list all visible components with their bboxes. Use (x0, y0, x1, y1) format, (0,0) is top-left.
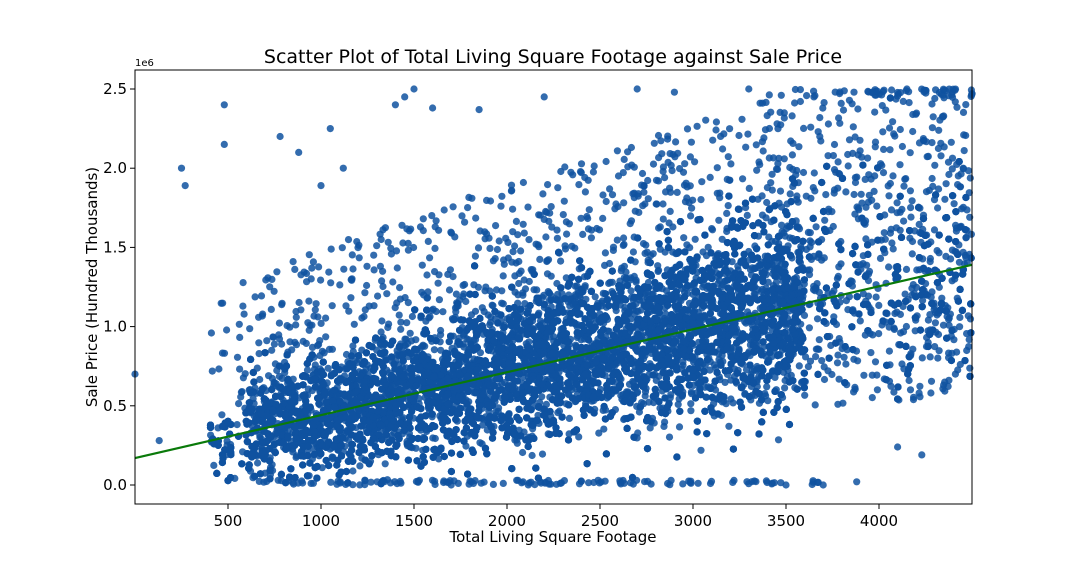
data-point (381, 460, 389, 468)
y-offset-label: 1e6 (135, 58, 154, 69)
data-point (356, 462, 364, 470)
data-point (538, 393, 546, 401)
data-point (513, 439, 521, 447)
points-layer (131, 85, 976, 489)
data-point (901, 290, 909, 298)
data-point (889, 245, 897, 253)
data-point (966, 315, 975, 323)
data-point (595, 429, 603, 437)
data-point (763, 198, 771, 207)
data-point (665, 433, 674, 441)
data-point (565, 414, 574, 422)
data-point (437, 331, 445, 339)
data-point (725, 422, 733, 430)
data-point (660, 422, 668, 430)
data-point (519, 448, 527, 457)
data-point (927, 377, 936, 385)
data-point (435, 455, 443, 463)
data-point (310, 445, 318, 453)
data-point (218, 411, 226, 419)
data-point (771, 373, 779, 381)
data-point (575, 433, 583, 441)
data-point (324, 364, 332, 372)
data-point (235, 400, 243, 408)
data-point (805, 324, 814, 332)
data-point (210, 461, 218, 469)
data-point (528, 451, 536, 460)
data-point (675, 423, 684, 431)
data-point (349, 467, 357, 475)
data-point (233, 421, 241, 429)
data-point (397, 318, 405, 326)
data-point (499, 300, 507, 308)
data-point (429, 434, 437, 442)
data-point (908, 197, 916, 205)
data-point (801, 391, 809, 399)
data-point (926, 353, 934, 361)
data-point (404, 339, 412, 348)
data-point (629, 248, 638, 256)
data-point (697, 446, 705, 454)
data-point (342, 302, 350, 310)
data-point (862, 235, 870, 243)
data-point (879, 169, 888, 177)
data-point (479, 421, 487, 429)
data-point (965, 336, 973, 344)
data-point (515, 279, 523, 288)
data-point (538, 450, 547, 458)
data-point (328, 453, 336, 461)
data-point (554, 409, 562, 417)
data-point (679, 358, 687, 366)
data-point (641, 392, 649, 400)
data-point (906, 187, 915, 195)
data-point (772, 278, 780, 286)
data-point (415, 394, 423, 403)
data-point (521, 285, 530, 293)
data-point (799, 168, 808, 177)
data-point (412, 444, 420, 452)
chart-title: Scatter Plot of Total Living Square Foot… (264, 46, 842, 68)
data-point (715, 216, 723, 224)
data-point (646, 424, 654, 432)
data-point (476, 439, 484, 447)
data-point (774, 436, 783, 444)
data-point (254, 459, 262, 467)
data-point (907, 204, 915, 212)
data-point (687, 407, 695, 415)
data-point (600, 425, 608, 433)
data-point (915, 220, 923, 228)
data-point (408, 312, 416, 321)
data-point (706, 366, 714, 374)
data-point (887, 206, 896, 214)
